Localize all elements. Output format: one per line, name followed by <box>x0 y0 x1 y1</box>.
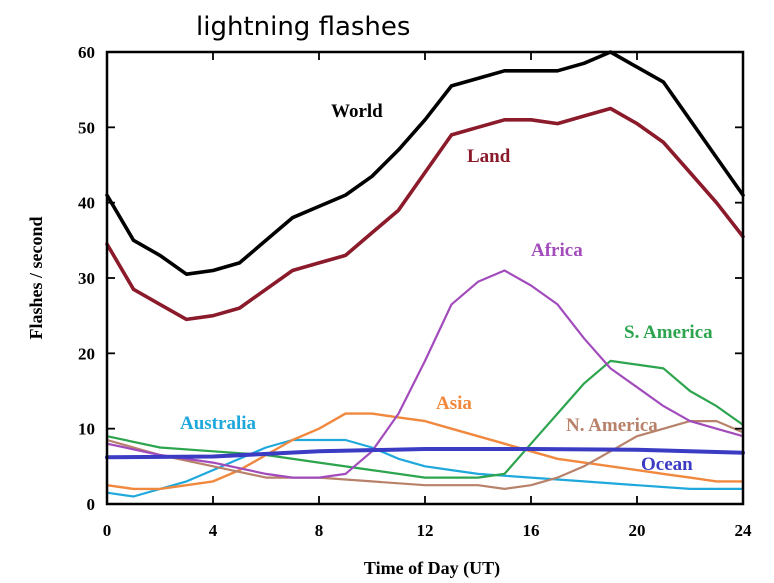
series-label-australia: Australia <box>180 413 257 434</box>
y-tick-label-50: 50 <box>78 118 95 137</box>
series-line-n-america <box>105 420 745 490</box>
series-line-ocean <box>105 447 745 460</box>
y-tick-label-40: 40 <box>78 194 95 213</box>
x-axis-label: Time of Day (UT) <box>364 558 500 579</box>
ticks-layer: 0 4 8 12 16 20 24 0 10 20 30 40 50 60 <box>78 43 752 540</box>
series-label-s-america: S. America <box>624 322 713 343</box>
y-tick-label-20: 20 <box>78 344 95 363</box>
y-tick-label-0: 0 <box>87 495 96 514</box>
x-tick-label-24: 24 <box>735 521 753 540</box>
y-tick-label-10: 10 <box>78 420 95 439</box>
x-tick-label-20: 20 <box>629 521 646 540</box>
series-label-asia: Asia <box>436 393 472 414</box>
series-labels: World Land Africa S. America Asia N. America A… <box>180 101 713 475</box>
series-label-africa: Africa <box>531 240 583 261</box>
y-axis-label: Flashes / second <box>26 216 46 339</box>
series-label-ocean: Ocean <box>641 454 693 475</box>
series-label-n-america: N. America <box>566 415 658 436</box>
x-tick-label-4: 4 <box>209 521 218 540</box>
series-line-australia <box>105 438 745 498</box>
y-tick-label-30: 30 <box>78 269 95 288</box>
series-label-world: World <box>331 101 383 122</box>
series-layer <box>105 50 745 498</box>
series-label-land: Land <box>467 146 511 167</box>
series-line-asia <box>105 412 745 491</box>
chart-title: lightning flashes <box>196 12 410 42</box>
x-tick-label-16: 16 <box>523 521 540 540</box>
x-tick-label-8: 8 <box>315 521 324 540</box>
x-tick-label-0: 0 <box>103 521 112 540</box>
x-tick-label-12: 12 <box>417 521 434 540</box>
series-line-world <box>105 50 745 277</box>
series-line-land <box>105 106 745 322</box>
y-tick-label-60: 60 <box>78 43 95 62</box>
series-line-africa <box>105 269 745 479</box>
